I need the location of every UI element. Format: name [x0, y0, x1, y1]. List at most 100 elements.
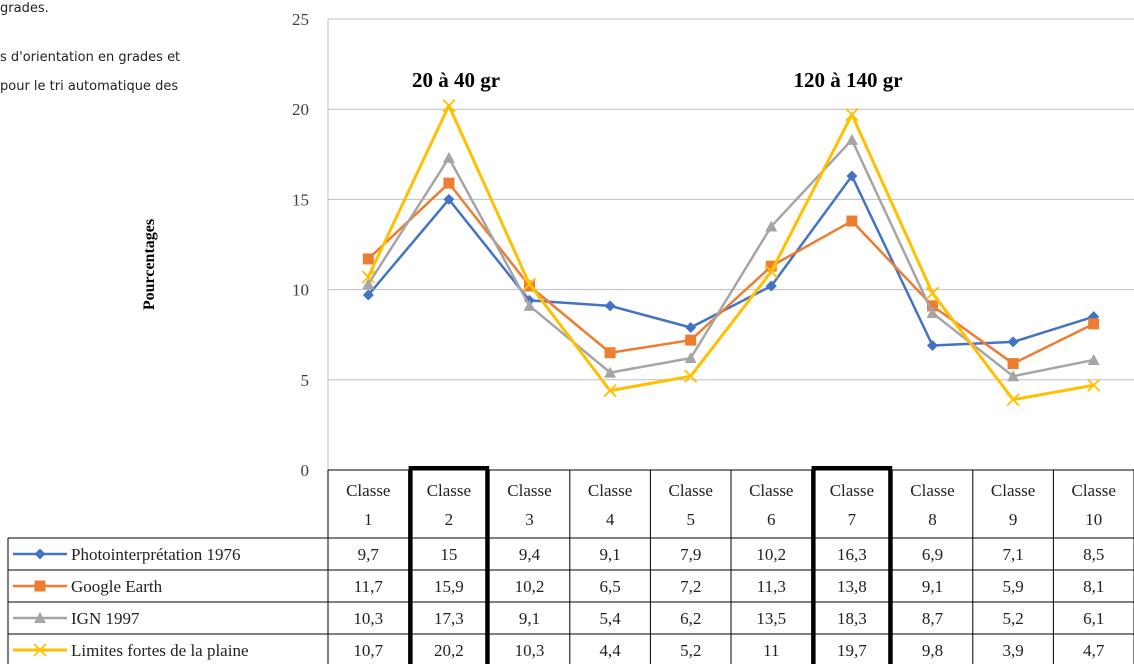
data-point	[442, 98, 456, 113]
data-point	[927, 300, 938, 312]
data-label: 9,8	[922, 641, 943, 660]
data-point	[1006, 393, 1020, 407]
x-tick-label: 8	[928, 510, 937, 529]
legend-label: Google Earth	[71, 577, 163, 596]
legend-label: IGN 1997	[71, 609, 140, 628]
x-tick-label: Classe	[588, 481, 632, 500]
x-tick-label: 5	[686, 510, 695, 529]
x-tick-label: 1	[364, 510, 373, 529]
x-tick-label: 6	[767, 510, 776, 529]
highlight-box	[811, 466, 893, 664]
data-label: 20,2	[434, 641, 464, 660]
data-label: 7,2	[680, 577, 701, 596]
data-label: 9,1	[922, 577, 943, 596]
data-label: 17,3	[434, 609, 464, 628]
data-point	[926, 307, 939, 319]
data-label: 11	[763, 641, 779, 660]
x-tick-label: Classe	[910, 481, 954, 500]
series-2	[362, 177, 1100, 370]
x-tick-label: Classe	[669, 481, 713, 500]
data-point	[684, 369, 698, 383]
data-label: 5,2	[1002, 609, 1023, 628]
y-tick-label: 0	[301, 461, 310, 480]
data-label: 6,1	[1083, 609, 1104, 628]
data-point	[845, 133, 858, 145]
data-point	[765, 220, 778, 232]
plot-area: 0 5 10 15 20 25 Pourcentages 20 à 40 gr 120 à 14…	[141, 10, 1134, 480]
data-label: 4,4	[599, 641, 621, 660]
data-label: 16,3	[837, 545, 867, 564]
data-label: 15	[440, 545, 457, 564]
data-label: 5,9	[1002, 577, 1023, 596]
x-tick-label: 4	[606, 510, 615, 529]
data-point	[34, 580, 46, 592]
data-label: 4,7	[1083, 641, 1105, 660]
data-label: 10,3	[353, 609, 383, 628]
x-tick-label: 10	[1085, 510, 1102, 529]
y-tick-label: 15	[292, 190, 309, 209]
data-point	[1087, 353, 1100, 365]
data-point	[685, 334, 697, 346]
data-point	[1007, 336, 1019, 348]
legend-entry: Photointerprétation 1976	[13, 545, 241, 564]
data-label: 3,9	[1002, 641, 1023, 660]
data-label: 10,7	[353, 641, 383, 660]
data-point	[604, 347, 616, 359]
x-tick-label: 3	[525, 510, 534, 529]
data-label: 15,9	[434, 577, 464, 596]
data-point	[846, 170, 858, 182]
side-text-line-1: grades.	[0, 1, 49, 16]
data-point	[362, 289, 374, 301]
data-point	[685, 321, 697, 333]
series-4	[361, 98, 1101, 407]
data-point	[443, 193, 455, 205]
data-point	[1007, 370, 1020, 382]
data-label: 6,2	[680, 609, 701, 628]
data-label: 9,1	[519, 609, 540, 628]
legend-entry: IGN 1997	[13, 609, 140, 628]
y-axis-title: Pourcentages	[141, 219, 158, 310]
data-point	[34, 612, 46, 623]
data-label: 13,8	[837, 577, 867, 596]
x-tick-label: Classe	[830, 481, 874, 500]
data-label: 10,3	[515, 641, 545, 660]
legend-entry: Google Earth	[13, 577, 163, 596]
x-tick-label: Classe	[346, 481, 390, 500]
data-label: 19,7	[837, 641, 867, 660]
y-tick-label: 20	[292, 100, 309, 119]
data-point	[925, 286, 940, 300]
data-label: 6,9	[922, 545, 943, 564]
x-tick-label: Classe	[1072, 481, 1116, 500]
x-tick-label: Classe	[749, 481, 793, 500]
data-label: 10,2	[515, 577, 545, 596]
data-point	[1007, 358, 1019, 370]
data-point	[603, 383, 617, 398]
data-label: 9,7	[358, 545, 380, 564]
x-tick-label: 9	[1009, 510, 1018, 529]
data-label: 9,4	[519, 545, 541, 564]
data-point	[443, 177, 455, 189]
highlight-box	[408, 466, 490, 664]
data-label: 5,4	[599, 609, 621, 628]
data-point	[33, 643, 47, 657]
series-line	[367, 174, 1095, 347]
data-point	[362, 278, 375, 290]
x-tick-label: 7	[848, 510, 857, 529]
x-tick-label: Classe	[507, 481, 551, 500]
data-point	[442, 151, 455, 163]
data-point	[1088, 318, 1100, 330]
data-table: Classe 1 Classe 2 Classe 3 Classe 4 Classe 5 Class…	[7, 466, 1134, 664]
data-label: 10,2	[756, 545, 786, 564]
data-point	[604, 300, 616, 312]
data-label: 6,5	[599, 577, 620, 596]
data-point	[361, 270, 375, 284]
data-label: 9,1	[599, 545, 620, 564]
series-line	[366, 104, 1094, 402]
data-point	[764, 264, 778, 279]
y-tick-label: 5	[301, 371, 310, 390]
data-label: 7,1	[1002, 545, 1023, 564]
legend-label: Photointerprétation 1976	[71, 545, 241, 564]
y-tick-label: 25	[292, 10, 309, 29]
data-point	[765, 280, 777, 292]
data-point	[34, 548, 46, 560]
